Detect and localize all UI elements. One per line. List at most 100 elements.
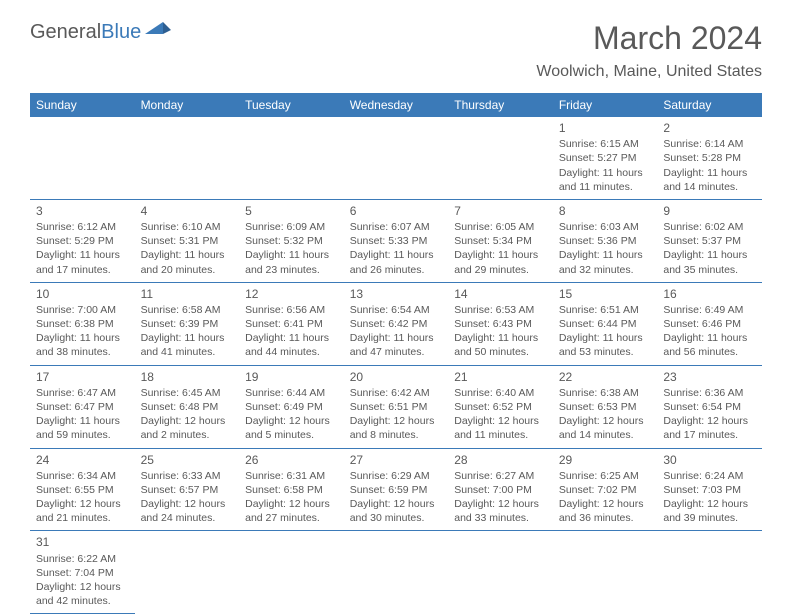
flag-icon xyxy=(145,20,171,44)
sunset-line: Sunset: 7:00 PM xyxy=(454,483,547,497)
calendar-cell xyxy=(553,531,658,614)
brand-part1: General xyxy=(30,21,101,44)
day-number: 2 xyxy=(663,120,756,136)
day-number: 16 xyxy=(663,286,756,302)
sunset-line: Sunset: 6:57 PM xyxy=(141,483,234,497)
calendar-cell: 28Sunrise: 6:27 AMSunset: 7:00 PMDayligh… xyxy=(448,448,553,531)
calendar-cell: 12Sunrise: 6:56 AMSunset: 6:41 PMDayligh… xyxy=(239,282,344,365)
sunrise-line: Sunrise: 6:51 AM xyxy=(559,303,652,317)
daylight-line: Daylight: 12 hours and 11 minutes. xyxy=(454,414,547,442)
sunrise-line: Sunrise: 6:14 AM xyxy=(663,137,756,151)
weekday-header: Tuesday xyxy=(239,93,344,117)
sunset-line: Sunset: 5:31 PM xyxy=(141,234,234,248)
daylight-line: Daylight: 11 hours and 20 minutes. xyxy=(141,248,234,276)
calendar-cell: 24Sunrise: 6:34 AMSunset: 6:55 PMDayligh… xyxy=(30,448,135,531)
daylight-line: Daylight: 11 hours and 35 minutes. xyxy=(663,248,756,276)
weekday-header: Sunday xyxy=(30,93,135,117)
calendar-cell: 21Sunrise: 6:40 AMSunset: 6:52 PMDayligh… xyxy=(448,365,553,448)
calendar-cell xyxy=(344,117,449,199)
calendar-cell: 2Sunrise: 6:14 AMSunset: 5:28 PMDaylight… xyxy=(657,117,762,199)
daylight-line: Daylight: 12 hours and 21 minutes. xyxy=(36,497,129,525)
sunset-line: Sunset: 6:52 PM xyxy=(454,400,547,414)
sunset-line: Sunset: 6:42 PM xyxy=(350,317,443,331)
day-number: 22 xyxy=(559,369,652,385)
calendar-cell xyxy=(239,117,344,199)
sunrise-line: Sunrise: 6:40 AM xyxy=(454,386,547,400)
day-number: 18 xyxy=(141,369,234,385)
daylight-line: Daylight: 11 hours and 56 minutes. xyxy=(663,331,756,359)
sunset-line: Sunset: 6:38 PM xyxy=(36,317,129,331)
daylight-line: Daylight: 11 hours and 23 minutes. xyxy=(245,248,338,276)
brand-part2: Blue xyxy=(101,21,141,44)
daylight-line: Daylight: 11 hours and 32 minutes. xyxy=(559,248,652,276)
header: GeneralBlue March 2024 Woolwich, Maine, … xyxy=(30,20,762,81)
calendar-cell: 20Sunrise: 6:42 AMSunset: 6:51 PMDayligh… xyxy=(344,365,449,448)
sunrise-line: Sunrise: 6:25 AM xyxy=(559,469,652,483)
sunrise-line: Sunrise: 6:49 AM xyxy=(663,303,756,317)
calendar-cell xyxy=(448,117,553,199)
day-number: 17 xyxy=(36,369,129,385)
day-number: 7 xyxy=(454,203,547,219)
calendar-cell xyxy=(657,531,762,614)
calendar-cell xyxy=(135,117,240,199)
brand-logo: GeneralBlue xyxy=(30,20,171,44)
calendar-cell: 26Sunrise: 6:31 AMSunset: 6:58 PMDayligh… xyxy=(239,448,344,531)
sunrise-line: Sunrise: 6:47 AM xyxy=(36,386,129,400)
calendar-table: SundayMondayTuesdayWednesdayThursdayFrid… xyxy=(30,93,762,614)
sunrise-line: Sunrise: 6:56 AM xyxy=(245,303,338,317)
calendar-body: 1Sunrise: 6:15 AMSunset: 5:27 PMDaylight… xyxy=(30,117,762,614)
day-number: 21 xyxy=(454,369,547,385)
sunset-line: Sunset: 6:43 PM xyxy=(454,317,547,331)
page-title: March 2024 xyxy=(536,20,762,57)
sunrise-line: Sunrise: 6:58 AM xyxy=(141,303,234,317)
sunset-line: Sunset: 6:44 PM xyxy=(559,317,652,331)
daylight-line: Daylight: 12 hours and 24 minutes. xyxy=(141,497,234,525)
calendar-cell: 18Sunrise: 6:45 AMSunset: 6:48 PMDayligh… xyxy=(135,365,240,448)
day-number: 30 xyxy=(663,452,756,468)
calendar-header-row: SundayMondayTuesdayWednesdayThursdayFrid… xyxy=(30,93,762,117)
day-number: 5 xyxy=(245,203,338,219)
sunset-line: Sunset: 6:59 PM xyxy=(350,483,443,497)
sunrise-line: Sunrise: 6:36 AM xyxy=(663,386,756,400)
sunrise-line: Sunrise: 6:29 AM xyxy=(350,469,443,483)
day-number: 26 xyxy=(245,452,338,468)
daylight-line: Daylight: 11 hours and 11 minutes. xyxy=(559,166,652,194)
calendar-cell: 11Sunrise: 6:58 AMSunset: 6:39 PMDayligh… xyxy=(135,282,240,365)
daylight-line: Daylight: 12 hours and 42 minutes. xyxy=(36,580,129,608)
day-number: 31 xyxy=(36,534,129,550)
calendar-cell: 19Sunrise: 6:44 AMSunset: 6:49 PMDayligh… xyxy=(239,365,344,448)
sunrise-line: Sunrise: 6:34 AM xyxy=(36,469,129,483)
calendar-cell: 1Sunrise: 6:15 AMSunset: 5:27 PMDaylight… xyxy=(553,117,658,199)
daylight-line: Daylight: 12 hours and 39 minutes. xyxy=(663,497,756,525)
daylight-line: Daylight: 12 hours and 17 minutes. xyxy=(663,414,756,442)
sunrise-line: Sunrise: 6:10 AM xyxy=(141,220,234,234)
sunset-line: Sunset: 5:29 PM xyxy=(36,234,129,248)
day-number: 6 xyxy=(350,203,443,219)
daylight-line: Daylight: 11 hours and 41 minutes. xyxy=(141,331,234,359)
sunrise-line: Sunrise: 7:00 AM xyxy=(36,303,129,317)
day-number: 24 xyxy=(36,452,129,468)
sunrise-line: Sunrise: 6:22 AM xyxy=(36,552,129,566)
calendar-cell: 31Sunrise: 6:22 AMSunset: 7:04 PMDayligh… xyxy=(30,531,135,614)
sunset-line: Sunset: 7:02 PM xyxy=(559,483,652,497)
sunrise-line: Sunrise: 6:15 AM xyxy=(559,137,652,151)
daylight-line: Daylight: 11 hours and 38 minutes. xyxy=(36,331,129,359)
weekday-header: Thursday xyxy=(448,93,553,117)
daylight-line: Daylight: 11 hours and 29 minutes. xyxy=(454,248,547,276)
day-number: 9 xyxy=(663,203,756,219)
calendar-cell: 25Sunrise: 6:33 AMSunset: 6:57 PMDayligh… xyxy=(135,448,240,531)
sunset-line: Sunset: 6:54 PM xyxy=(663,400,756,414)
calendar-cell: 22Sunrise: 6:38 AMSunset: 6:53 PMDayligh… xyxy=(553,365,658,448)
calendar-cell xyxy=(30,117,135,199)
day-number: 14 xyxy=(454,286,547,302)
daylight-line: Daylight: 12 hours and 5 minutes. xyxy=(245,414,338,442)
day-number: 12 xyxy=(245,286,338,302)
day-number: 27 xyxy=(350,452,443,468)
daylight-line: Daylight: 12 hours and 2 minutes. xyxy=(141,414,234,442)
calendar-cell: 30Sunrise: 6:24 AMSunset: 7:03 PMDayligh… xyxy=(657,448,762,531)
sunset-line: Sunset: 5:36 PM xyxy=(559,234,652,248)
sunset-line: Sunset: 7:03 PM xyxy=(663,483,756,497)
title-block: March 2024 Woolwich, Maine, United State… xyxy=(536,20,762,81)
sunset-line: Sunset: 6:46 PM xyxy=(663,317,756,331)
sunset-line: Sunset: 6:41 PM xyxy=(245,317,338,331)
